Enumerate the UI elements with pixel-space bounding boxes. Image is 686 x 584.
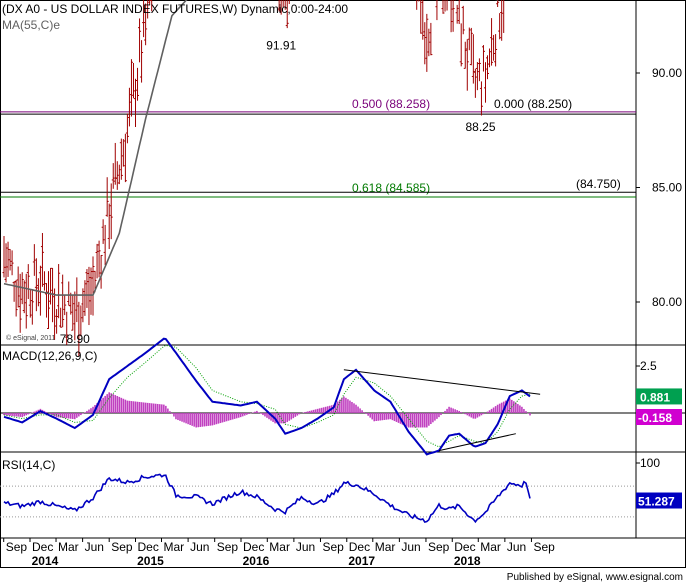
- month-tick-label: Mar: [164, 540, 185, 554]
- macd-value-tag: [636, 388, 682, 405]
- month-tick-label: Dec: [243, 540, 264, 554]
- price-tick-label: 80.00: [652, 295, 682, 309]
- month-tick-label: Dec: [454, 540, 475, 554]
- year-tick-label: 2015: [137, 554, 164, 568]
- month-tick-label: Sep: [6, 540, 28, 554]
- price-tick-label: 85.00: [652, 181, 682, 195]
- month-tick-label: Mar: [58, 540, 79, 554]
- copyright-text: © eSignal, 2011: [6, 334, 56, 342]
- month-tick-label: Dec: [32, 540, 53, 554]
- month-tick-label: Mar: [269, 540, 290, 554]
- x-axis: Sep Dec Mar Jun Sep Dec Mar Jun Sep Dec Mar Jun Sep D…: [3, 538, 555, 568]
- month-tick-label: Sep: [428, 540, 450, 554]
- published-text: Published by eSignal, www.esignal.com: [507, 572, 683, 583]
- month-tick-label: Jun: [190, 540, 209, 554]
- rsi-label: RSI(14,C): [2, 458, 55, 472]
- month-tick-label: Sep: [322, 540, 344, 554]
- signal-value: -0.158: [638, 411, 672, 425]
- macd-line: [3, 337, 531, 456]
- rsi-value-tag: [636, 492, 682, 509]
- fib-level-label: 0.618 (84.585): [352, 181, 430, 195]
- chart-title: (DX A0 - US DOLLAR INDEX FUTURES,W) Dyna…: [2, 2, 348, 16]
- price-pane: 0.000 (103.820)1.000 (103.820)0.618 (97.…: [0, 0, 682, 357]
- macd-value: 0.881: [640, 390, 670, 404]
- rsi-pane: 100 51.287: [0, 456, 682, 524]
- rsi-line: [3, 473, 531, 524]
- month-tick-label: Dec: [349, 540, 370, 554]
- moving-average-line: [3, 0, 499, 296]
- macd-label: MACD(12,26,9,C): [2, 349, 97, 363]
- fib-level-label: 0.000 (88.250): [494, 97, 572, 111]
- month-tick-label: Mar: [480, 540, 501, 554]
- signal-value-tag: [636, 409, 682, 425]
- month-tick-label: Sep: [533, 540, 555, 554]
- rsi-tick-label: 100: [640, 456, 660, 470]
- macd-trendline: [438, 433, 516, 452]
- pivot-label: 88.25: [465, 120, 495, 134]
- pivot-label: 91.91: [266, 38, 296, 52]
- pivot-label: 78.90: [60, 332, 90, 346]
- month-tick-label: Jun: [296, 540, 315, 554]
- ma-label: MA(55,C)e: [2, 18, 60, 32]
- year-tick-label: 2018: [454, 554, 481, 568]
- rsi-value: 51.287: [638, 495, 675, 509]
- month-tick-label: Sep: [217, 540, 239, 554]
- macd-tick-label: 2.5: [640, 359, 657, 373]
- price-tick-label: 90.00: [652, 66, 682, 80]
- year-tick-label: 2016: [243, 554, 270, 568]
- month-tick-label: Jun: [507, 540, 526, 554]
- year-tick-label: 2014: [32, 554, 59, 568]
- year-tick-label: 2017: [348, 554, 375, 568]
- month-tick-label: Dec: [138, 540, 159, 554]
- month-tick-label: Jun: [401, 540, 420, 554]
- macd-pane: 2.5 0.881 -0.158: [0, 337, 686, 456]
- fib-level-label: (84.750): [576, 177, 621, 191]
- month-tick-label: Mar: [375, 540, 396, 554]
- month-tick-label: Jun: [85, 540, 104, 554]
- macd-trendline: [343, 369, 541, 395]
- fib-level-label: 0.500 (88.258): [352, 97, 430, 111]
- month-tick-label: Sep: [111, 540, 133, 554]
